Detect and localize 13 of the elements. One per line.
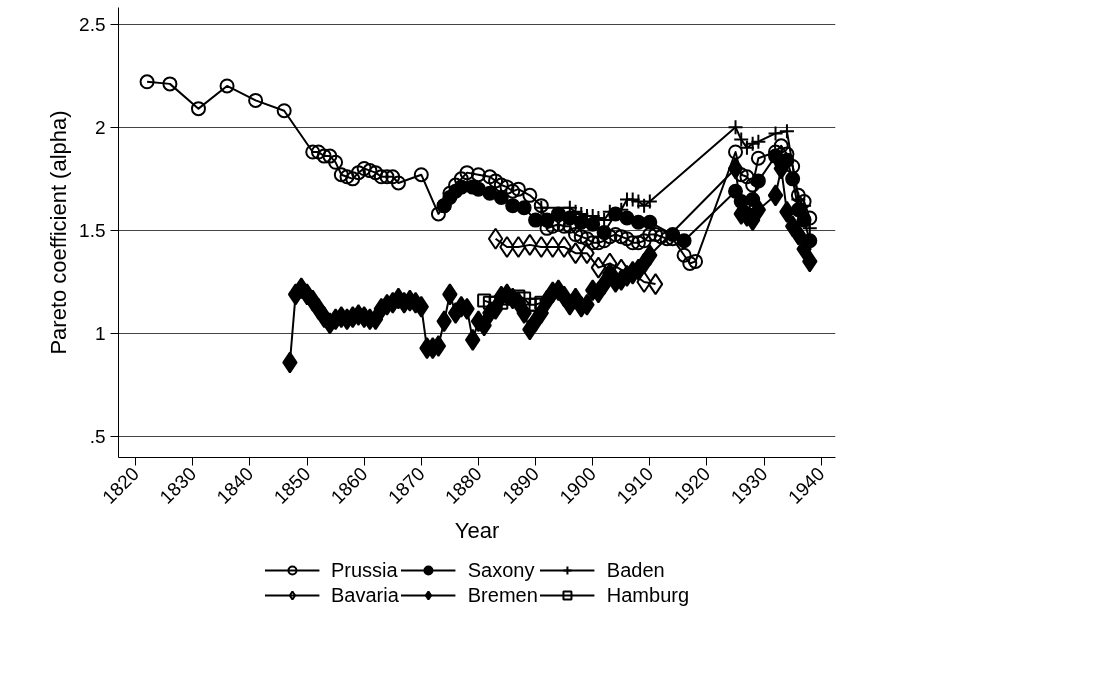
- y-tick-label: .5: [89, 426, 106, 448]
- x-axis-title: Year: [454, 517, 500, 543]
- legend-label: Hamburg: [606, 583, 690, 607]
- y-axis-title: Pareto coefficient (alpha): [46, 110, 72, 355]
- legend-label: Bavaria: [330, 583, 399, 607]
- y-tick-label: 1.5: [79, 219, 106, 241]
- legend-label: Baden: [606, 558, 665, 582]
- legend-label: Bremen: [467, 583, 538, 607]
- legend-label: Prussia: [330, 558, 398, 582]
- y-tick-label: 1: [94, 323, 106, 345]
- y-tick-label: 2.5: [79, 13, 106, 35]
- legend-label: Saxony: [467, 558, 535, 582]
- y-tick-label: 2: [94, 116, 106, 138]
